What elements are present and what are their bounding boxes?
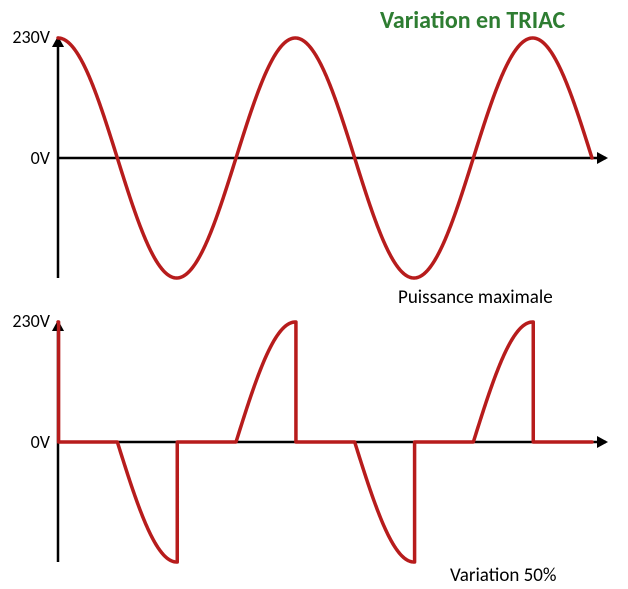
caption-1: Variation 50%: [450, 564, 556, 587]
y-label-peak-0: 230V: [12, 26, 50, 48]
y-label-zero-0: 0V: [31, 147, 50, 169]
y-label-zero-1: 0V: [31, 431, 50, 453]
caption-0: Puissance maximale: [398, 286, 553, 309]
figure-title: Variation en TRIAC: [380, 6, 565, 35]
figure-root: Variation en TRIAC 230V 0V Puissance max…: [0, 0, 628, 589]
y-label-peak-1: 230V: [12, 310, 50, 332]
